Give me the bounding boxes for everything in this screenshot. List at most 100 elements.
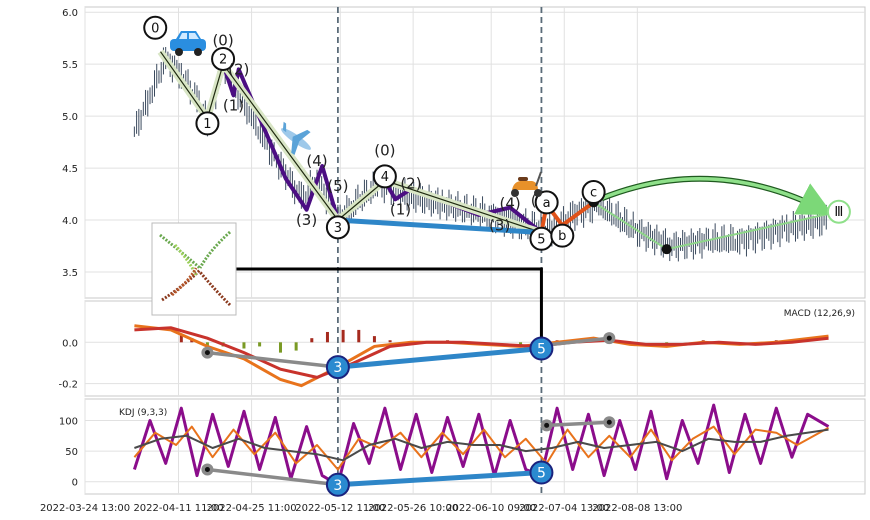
wave-label: (1) [390,201,411,219]
wave-label: (0) [374,141,395,159]
fern-leaf [198,271,232,307]
wave-label-circle [143,15,168,40]
wave-marker-label: 3 [333,478,342,494]
x-tick-label: 2022-04-11 11:00 [133,503,223,514]
wave-label: 1 [203,117,211,132]
wave-label: (0) [212,31,233,49]
macd-histogram-bar [179,334,183,343]
wave-label-circle [581,179,606,204]
macd-histogram-bar [388,340,392,343]
wave-label-circle [325,215,350,240]
divergence-dot-center [606,335,612,341]
scooter-icon [511,171,542,197]
y-tick-label: 3.5 [62,268,78,279]
kdj-line [134,428,829,462]
y-tick-label: 6.0 [62,8,78,19]
kdj-legend: KDJ (9,3,3) [119,408,167,418]
airplane-icon [281,121,311,156]
y-tick-label: 0 [72,478,78,489]
wave-label: 4 [381,170,389,185]
plane-wing [291,129,311,156]
divergence-dot-center [606,419,612,425]
macd-histogram-bar [341,329,345,343]
y-tick-label: 5.5 [62,60,78,71]
wave-marker-label: 5 [537,466,546,482]
chart-content: 0(0)2(2)1(1)(4)(3)(5)3(0)4(2)(1)(4)(3)(5… [119,7,855,497]
wave-label: a [543,196,551,211]
macd-histogram-bar [258,342,262,347]
car-window [179,33,199,39]
y-tick-label: 100 [59,416,78,427]
y-tick-label: 4.0 [62,216,78,227]
wave-label: (4) [499,194,520,212]
divergence-dot-center [204,466,210,472]
y-tick-label: 50 [65,447,78,458]
panel-frame-KDJ [84,398,866,495]
wave-label: 5 [537,232,545,247]
wave-marker-circle [325,472,350,497]
macd-histogram-bar [372,336,376,343]
kdj-line [132,403,830,487]
divergence-line [546,420,610,428]
x-tick-label: 2022-06-10 09:00 [446,503,536,514]
wave-line [160,51,542,234]
wave-line [221,63,340,221]
x-tick-label: 2022-07-04 13:00 [519,503,609,514]
macd-histogram-bar [325,331,329,343]
scooter-body [512,180,538,190]
wave-label-circle [372,164,397,189]
wave-label: 0 [151,21,159,36]
wave-label: c [590,185,597,200]
wave-label: (3) [489,216,510,234]
wave-marker-circle [529,460,554,485]
wave-marker-label: 5 [537,342,546,358]
wave-label-circle [195,111,220,136]
macd-histogram-bar [278,342,282,353]
connector-line [236,267,543,345]
thumbnail-frame [151,222,237,316]
wave-label: Ⅲ [834,205,843,220]
wave-label: (5) [327,177,348,195]
plane-tail [282,121,287,133]
x-tick-label: 2022-03-24 13:00 [40,503,130,514]
divergence-line [207,350,339,369]
scooter-stem [535,171,542,187]
x-tick-label: 2022-05-26 10:00 [368,503,458,514]
y-tick-label: 5.0 [62,112,78,123]
car-wheel [175,48,183,56]
macd-histogram-bar [242,342,246,349]
divergence-line [337,470,542,488]
car-wheel [194,48,202,56]
wave-line [337,217,542,235]
wave-marker-label: 3 [333,360,342,376]
scooter-wheel [534,189,542,197]
wave-label: (4) [306,152,327,170]
macd-legend: MACD (12,26,9) [784,309,855,319]
divergence-line [207,467,339,487]
x-tick-label: 2022-08-08 13:00 [592,503,682,514]
y-tick-label: 4.5 [62,164,78,175]
macd-histogram-bar [294,342,298,351]
kdj-line [133,425,829,471]
wave-marker-circle [325,355,350,380]
fern-leaf [173,244,198,276]
wave-label-circle [826,199,851,224]
wave-label: b [558,229,566,244]
wave-label: (2) [228,60,249,78]
scooter-wheel [511,189,519,197]
divergence-dot-center [204,350,210,356]
car-icon [170,31,206,56]
x-tick-label: 2022-04-25 11:00 [207,503,297,514]
wave-label: 3 [334,221,342,236]
wave-dot [661,244,672,255]
fern-thumbnail [151,222,237,316]
fern-leaf [171,267,198,297]
wave-marker-circle [529,336,554,361]
wave-label-circle [534,190,559,215]
macd-histogram-bar [310,338,314,343]
wave-label-circle [550,223,575,248]
y-tick-label: -0.2 [58,380,78,391]
divergence-line [337,346,542,370]
macd-histogram-bar [357,329,361,343]
